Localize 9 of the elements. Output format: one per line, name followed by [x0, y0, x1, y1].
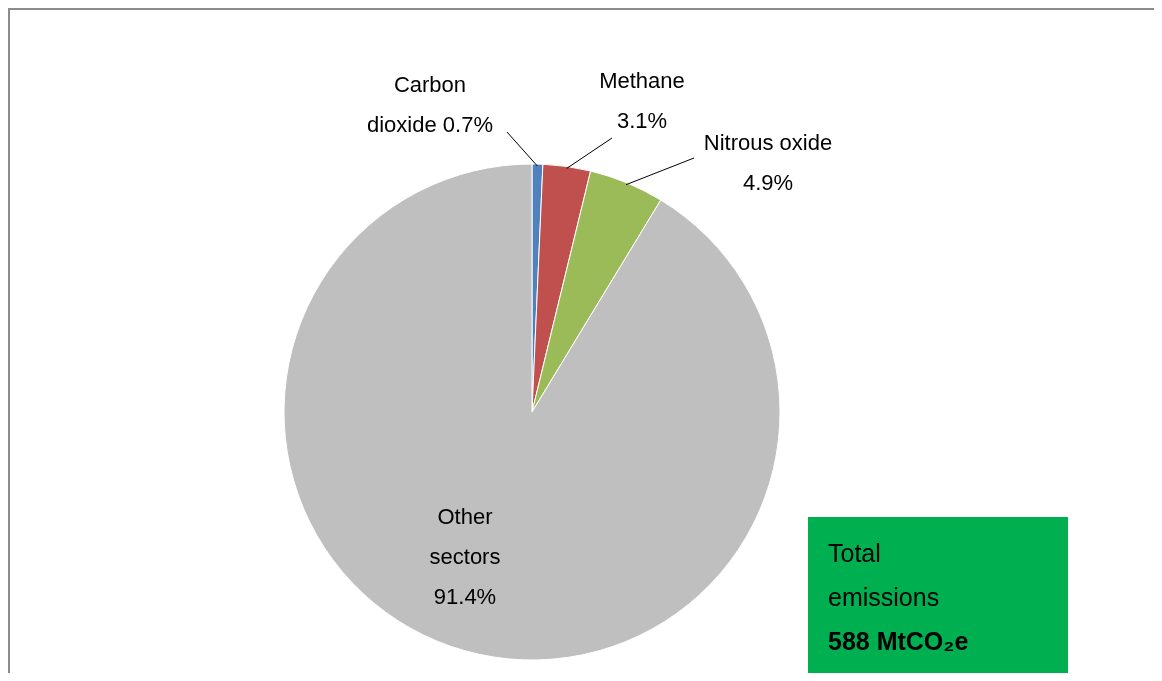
data-label: 4.9% — [742, 170, 794, 195]
text: 588 MtCO₂e — [828, 626, 970, 657]
text: Total emissions — [828, 538, 941, 613]
slice-label: Methane — [599, 68, 685, 93]
data-label: 91.4% — [433, 584, 497, 609]
data-label: 3.1% — [616, 108, 668, 133]
slice-label: Nitrous oxide — [703, 130, 833, 155]
slice-label: Other sectors — [429, 504, 501, 569]
slice-label: Carbon dioxide 0.7% — [367, 72, 493, 137]
